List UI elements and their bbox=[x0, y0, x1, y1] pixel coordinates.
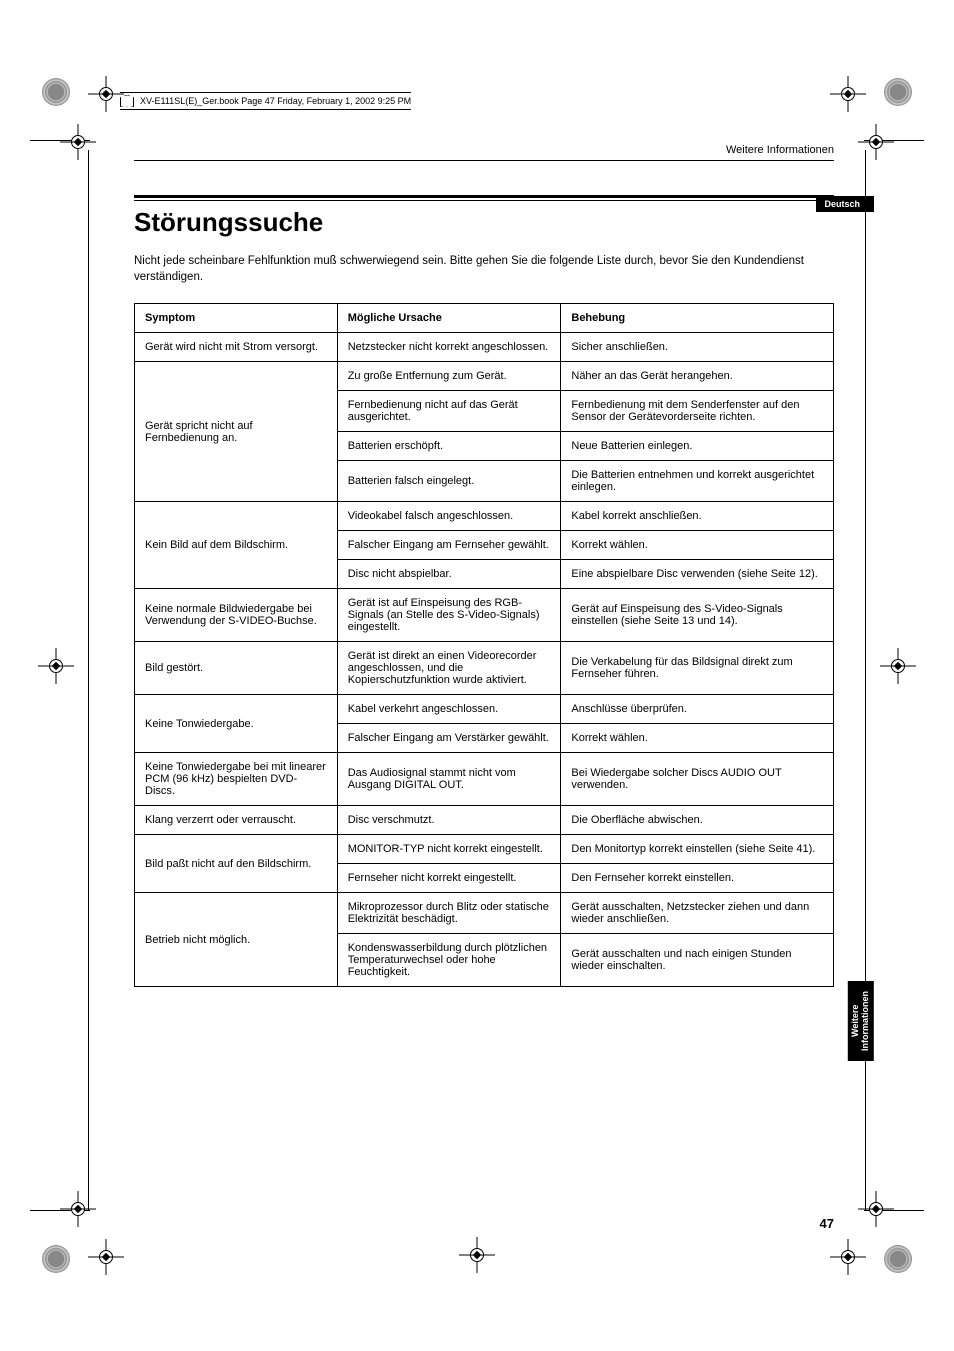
cause-cell: Videokabel falsch angeschlossen. bbox=[337, 502, 561, 531]
cause-cell: Mikroprozessor durch Blitz oder statisch… bbox=[337, 893, 561, 934]
register-mark-icon bbox=[858, 124, 894, 160]
fix-cell: Die Verkabelung für das Bildsignal direk… bbox=[561, 642, 834, 695]
cause-cell: Batterien falsch eingelegt. bbox=[337, 461, 561, 502]
page-title: Störungssuche bbox=[134, 207, 834, 238]
symptom-cell: Bild gestört. bbox=[135, 642, 338, 695]
fix-cell: Gerät ausschalten und nach einigen Stund… bbox=[561, 934, 834, 987]
cause-cell: Disc nicht abspielbar. bbox=[337, 560, 561, 589]
register-mark-icon bbox=[60, 1191, 96, 1227]
register-mark-icon bbox=[880, 648, 916, 684]
header-meta-text: XV-E111SL(E)_Ger.book Page 47 Friday, Fe… bbox=[140, 96, 411, 106]
table-row: Gerät wird nicht mit Strom versorgt.Netz… bbox=[135, 333, 834, 362]
table-row: Klang verzerrt oder verrauscht.Disc vers… bbox=[135, 806, 834, 835]
fix-cell: Anschlüsse überprüfen. bbox=[561, 695, 834, 724]
fix-cell: Korrekt wählen. bbox=[561, 531, 834, 560]
register-mark-icon bbox=[88, 1239, 124, 1275]
symptom-cell: Kein Bild auf dem Bildschirm. bbox=[135, 502, 338, 589]
table-row: Bild gestört.Gerät ist direkt an einen V… bbox=[135, 642, 834, 695]
troubleshooting-table: Symptom Mögliche Ursache Behebung Gerät … bbox=[134, 303, 834, 987]
cause-cell: Zu große Entfernung zum Gerät. bbox=[337, 362, 561, 391]
symptom-cell: Klang verzerrt oder verrauscht. bbox=[135, 806, 338, 835]
cause-cell: Kabel verkehrt angeschlossen. bbox=[337, 695, 561, 724]
side-tab-line: Informationen bbox=[860, 991, 870, 1051]
symptom-cell: Gerät wird nicht mit Strom versorgt. bbox=[135, 333, 338, 362]
running-head: Weitere Informationen bbox=[134, 144, 834, 161]
cause-cell: Falscher Eingang am Fernseher gewählt. bbox=[337, 531, 561, 560]
fix-cell: Den Fernseher korrekt einstellen. bbox=[561, 864, 834, 893]
table-row: Gerät spricht nicht auf Fernbedienung an… bbox=[135, 362, 834, 391]
fix-cell: Näher an das Gerät herangehen. bbox=[561, 362, 834, 391]
crop-circle-icon bbox=[42, 78, 70, 106]
table-row: Kein Bild auf dem Bildschirm.Videokabel … bbox=[135, 502, 834, 531]
cause-cell: Gerät ist auf Einspeisung des RGB-Signal… bbox=[337, 589, 561, 642]
fix-cell: Sicher anschließen. bbox=[561, 333, 834, 362]
symptom-cell: Keine normale Bildwiedergabe bei Verwend… bbox=[135, 589, 338, 642]
crop-line bbox=[88, 150, 89, 1210]
col-header-symptom: Symptom bbox=[135, 304, 338, 333]
fix-cell: Die Batterien entnehmen und korrekt ausg… bbox=[561, 461, 834, 502]
symptom-cell: Bild paßt nicht auf den Bildschirm. bbox=[135, 835, 338, 893]
book-icon bbox=[120, 95, 134, 107]
table-row: Bild paßt nicht auf den Bildschirm.MONIT… bbox=[135, 835, 834, 864]
register-mark-icon bbox=[830, 1239, 866, 1275]
title-rule bbox=[134, 195, 834, 198]
cause-cell: Disc verschmutzt. bbox=[337, 806, 561, 835]
fix-cell: Kabel korrekt anschließen. bbox=[561, 502, 834, 531]
col-header-cause: Mögliche Ursache bbox=[337, 304, 561, 333]
register-mark-icon bbox=[858, 1191, 894, 1227]
crop-circle-icon bbox=[42, 1245, 70, 1273]
symptom-cell: Keine Tonwiedergabe bei mit linearer PCM… bbox=[135, 753, 338, 806]
cause-cell: Falscher Eingang am Verstärker gewählt. bbox=[337, 724, 561, 753]
register-mark-icon bbox=[38, 648, 74, 684]
table-row: Keine Tonwiedergabe bei mit linearer PCM… bbox=[135, 753, 834, 806]
table-row: Betrieb nicht möglich.Mikroprozessor dur… bbox=[135, 893, 834, 934]
cause-cell: Das Audiosignal stammt nicht vom Ausgang… bbox=[337, 753, 561, 806]
page-number: 47 bbox=[820, 1216, 834, 1231]
cause-cell: Fernseher nicht korrekt eingestellt. bbox=[337, 864, 561, 893]
fix-cell: Bei Wiedergabe solcher Discs AUDIO OUT v… bbox=[561, 753, 834, 806]
register-mark-icon bbox=[88, 76, 124, 112]
symptom-cell: Betrieb nicht möglich. bbox=[135, 893, 338, 987]
fix-cell: Fernbedienung mit dem Senderfenster auf … bbox=[561, 391, 834, 432]
cause-cell: Kondenswasserbildung durch plötzlichen T… bbox=[337, 934, 561, 987]
cause-cell: Fernbedienung nicht auf das Gerät ausger… bbox=[337, 391, 561, 432]
register-mark-icon bbox=[830, 76, 866, 112]
cause-cell: Batterien erschöpft. bbox=[337, 432, 561, 461]
cause-cell: Netzstecker nicht korrekt angeschlossen. bbox=[337, 333, 561, 362]
table-row: Keine Tonwiedergabe.Kabel verkehrt anges… bbox=[135, 695, 834, 724]
fix-cell: Korrekt wählen. bbox=[561, 724, 834, 753]
table-row: Keine normale Bildwiedergabe bei Verwend… bbox=[135, 589, 834, 642]
document-header-meta: XV-E111SL(E)_Ger.book Page 47 Friday, Fe… bbox=[120, 92, 411, 110]
fix-cell: Neue Batterien einlegen. bbox=[561, 432, 834, 461]
side-tab-line: Weitere bbox=[850, 1005, 860, 1037]
crop-circle-icon bbox=[884, 78, 912, 106]
page-content: Weitere Informationen Deutsch Störungssu… bbox=[134, 144, 834, 1231]
fix-cell: Gerät ausschalten, Netzstecker ziehen un… bbox=[561, 893, 834, 934]
intro-text: Nicht jede scheinbare Fehlfunktion muß s… bbox=[134, 254, 834, 285]
fix-cell: Gerät auf Einspeisung des S-Video-Signal… bbox=[561, 589, 834, 642]
language-tab: Deutsch bbox=[816, 196, 874, 212]
register-mark-icon bbox=[60, 124, 96, 160]
cause-cell: MONITOR-TYP nicht korrekt eingestellt. bbox=[337, 835, 561, 864]
fix-cell: Die Oberfläche abwischen. bbox=[561, 806, 834, 835]
section-side-tab: Weitere Informationen bbox=[848, 981, 874, 1061]
symptom-cell: Keine Tonwiedergabe. bbox=[135, 695, 338, 753]
fix-cell: Den Monitortyp korrekt einstellen (siehe… bbox=[561, 835, 834, 864]
crop-circle-icon bbox=[884, 1245, 912, 1273]
title-rule bbox=[134, 200, 834, 201]
register-mark-icon bbox=[459, 1237, 495, 1273]
cause-cell: Gerät ist direkt an einen Videorecorder … bbox=[337, 642, 561, 695]
fix-cell: Eine abspielbare Disc verwenden (siehe S… bbox=[561, 560, 834, 589]
col-header-fix: Behebung bbox=[561, 304, 834, 333]
symptom-cell: Gerät spricht nicht auf Fernbedienung an… bbox=[135, 362, 338, 502]
